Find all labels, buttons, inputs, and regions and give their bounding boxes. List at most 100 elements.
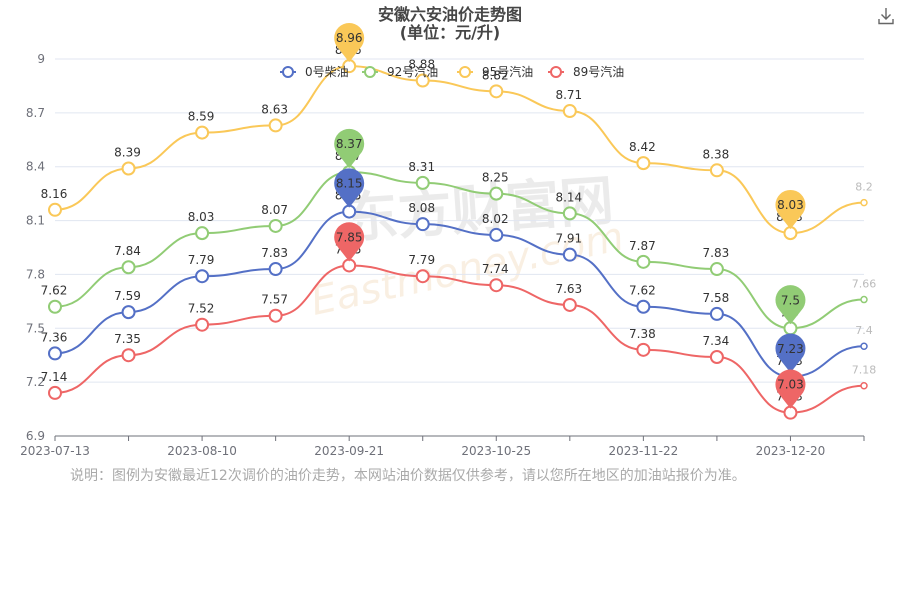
x-tick-label: 2023-10-25 — [461, 444, 531, 458]
axes: 6.9 7.2 7.5 7.8 8.1 8.4 8.7 9 2023-07-13 2023-08-… — [20, 52, 865, 458]
legend-item[interactable]: 95号汽油 — [457, 64, 533, 79]
data-point — [489, 84, 504, 99]
legend-item[interactable]: 92号汽油 — [362, 64, 438, 79]
data-point — [121, 305, 136, 320]
y-tick-label: 8.1 — [26, 214, 45, 228]
data-label: 8.08 — [408, 201, 435, 215]
data-label: 7.83 — [261, 246, 288, 260]
x-tick-label: 2023-09-21 — [314, 444, 384, 458]
data-label: 7.87 — [629, 239, 656, 253]
pin-label: 7.5 — [781, 293, 800, 307]
data-label: 8.59 — [188, 110, 215, 124]
data-point — [562, 104, 577, 119]
data-point — [636, 342, 651, 357]
data-label: 8.16 — [41, 187, 68, 201]
data-point — [860, 381, 868, 390]
data-point — [709, 262, 724, 277]
y-tick-label: 9 — [37, 52, 45, 66]
legend-label: 95号汽油 — [482, 64, 533, 79]
pin-marker — [775, 369, 806, 409]
chart-title: 安徽六安油价走势图 — [378, 5, 522, 24]
data-label: 8.03 — [188, 210, 215, 224]
pin-label: 7.23 — [777, 342, 804, 356]
pin-marker — [334, 168, 365, 208]
data-label: 8.42 — [629, 140, 656, 154]
y-tick-label: 6.9 — [26, 429, 45, 443]
pin-label: 8.03 — [777, 198, 804, 212]
data-point — [636, 299, 651, 314]
data-label: 7.91 — [555, 232, 582, 246]
data-point — [489, 278, 504, 293]
y-tick-label: 8.4 — [26, 160, 45, 174]
series-line — [54, 171, 865, 330]
x-tick-label: 2023-08-10 — [167, 444, 237, 458]
legend-label: 89号汽油 — [573, 64, 624, 79]
data-point — [268, 308, 283, 323]
data-label: 7.84 — [114, 244, 141, 258]
download-icon[interactable] — [878, 7, 894, 25]
pin-label: 8.96 — [336, 31, 363, 45]
data-label: 7.18 — [852, 364, 877, 377]
data-label: 7.52 — [188, 302, 215, 316]
data-label: 8.31 — [408, 160, 435, 174]
data-point — [415, 269, 430, 284]
data-point — [268, 118, 283, 133]
pin-marker — [775, 333, 806, 373]
data-label: 8.63 — [261, 102, 288, 116]
pin-marker — [775, 285, 806, 325]
y-tick-label: 7.8 — [26, 267, 45, 281]
y-tick-label: 8.7 — [26, 106, 45, 120]
data-label: 7.66 — [852, 278, 877, 291]
legend[interactable]: 0号柴油 92号汽油 95号汽油 89号汽油 — [280, 64, 624, 79]
data-label: 7.74 — [482, 262, 509, 276]
data-point — [48, 202, 62, 217]
x-tick-label: 2023-12-20 — [756, 444, 826, 458]
pin-label: 8.15 — [336, 177, 363, 191]
pin-label: 8.37 — [336, 137, 363, 151]
data-label: 7.58 — [703, 291, 730, 305]
data-point — [195, 269, 210, 284]
pins-layer: 8.96 8.37 8.15 7.85 8.03 7.5 7.23 7.03 — [334, 22, 806, 409]
data-label: 7.59 — [114, 289, 141, 303]
pin-marker — [334, 222, 365, 262]
data-label: 7.62 — [629, 284, 656, 298]
data-label: 7.36 — [41, 330, 68, 344]
data-point — [195, 317, 210, 332]
data-point — [268, 218, 283, 233]
legend-item[interactable]: 89号汽油 — [548, 64, 624, 79]
data-point — [195, 226, 210, 241]
chart-subtitle: (单位：元/升) — [400, 23, 500, 42]
data-label: 7.83 — [703, 246, 730, 260]
grid — [55, 58, 864, 383]
x-tick-label: 2023-11-22 — [608, 444, 678, 458]
y-tick-label: 7.2 — [26, 375, 45, 389]
data-point — [860, 198, 868, 207]
y-tick-label: 7.5 — [26, 321, 45, 335]
data-label: 8.88 — [408, 58, 435, 72]
legend-item[interactable]: 0号柴油 — [280, 65, 349, 79]
data-point — [48, 346, 62, 361]
data-label: 7.14 — [41, 370, 68, 384]
data-point — [636, 254, 651, 269]
pin-marker — [334, 128, 365, 169]
data-point — [121, 161, 136, 176]
data-label: 7.63 — [555, 282, 582, 296]
data-label: 7.79 — [188, 253, 215, 267]
pin-marker — [775, 189, 806, 230]
data-label: 8.14 — [555, 190, 582, 204]
data-label: 7.57 — [261, 293, 288, 307]
data-label: 7.79 — [408, 253, 435, 267]
legend-symbol — [550, 66, 562, 78]
data-point — [489, 186, 504, 201]
data-label: 7.35 — [114, 332, 141, 346]
data-point — [268, 262, 283, 277]
data-point — [48, 385, 62, 400]
data-label: 7.62 — [41, 284, 68, 298]
data-label: 8.25 — [482, 171, 509, 185]
data-label: 8.38 — [703, 147, 730, 161]
series-line — [54, 264, 865, 414]
data-label: 7.4 — [855, 324, 873, 337]
data-label: 8.2 — [855, 181, 873, 194]
data-point — [415, 217, 430, 232]
